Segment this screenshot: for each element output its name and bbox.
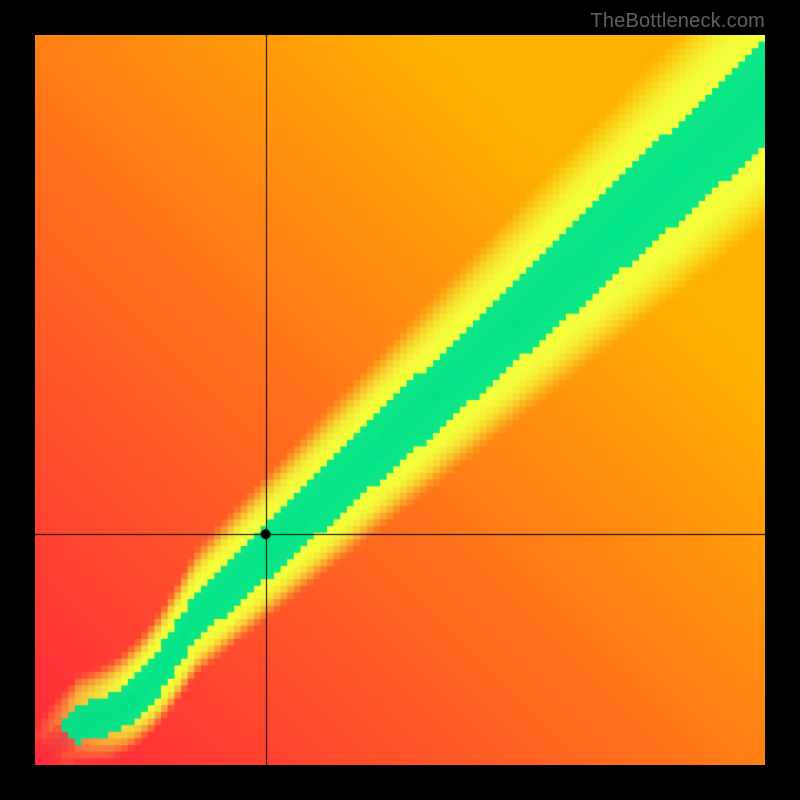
- chart-stage: TheBottleneck.com: [0, 0, 800, 800]
- bottleneck-heatmap-canvas: [35, 35, 765, 765]
- watermark-label: TheBottleneck.com: [590, 10, 765, 33]
